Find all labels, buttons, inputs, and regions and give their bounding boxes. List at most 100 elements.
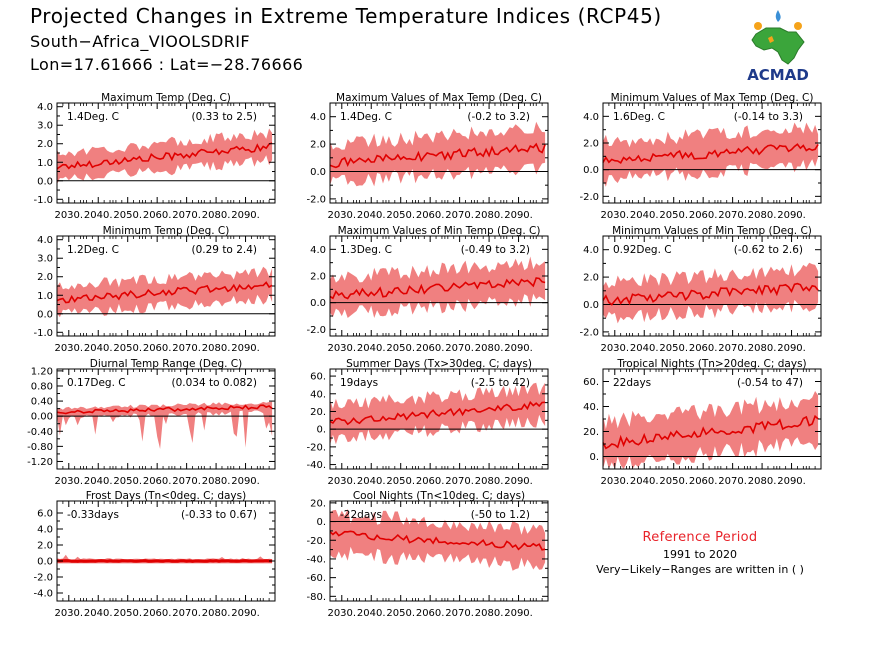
median-line xyxy=(56,281,273,304)
chart-title: Maximum Values of Max Temp (Deg. C) xyxy=(336,92,542,104)
change-value: 1.3Deg. C xyxy=(340,244,392,256)
y-tick-label: 60. xyxy=(310,372,326,383)
x-tick-label: 2040. xyxy=(357,343,386,354)
x-tick-label: 2070. xyxy=(172,343,201,354)
median-line xyxy=(602,143,819,165)
chart-title: Tropical Nights (Tn>20deg. C; days) xyxy=(616,358,806,370)
chart-title: Minimum Values of Max Temp (Deg. C) xyxy=(611,92,814,104)
very-likely-range: (-0.14 to 3.3) xyxy=(734,111,803,123)
plot-frame xyxy=(329,235,549,337)
x-tick-label: 2080. xyxy=(475,343,504,354)
y-tick-label: -1.0 xyxy=(33,195,53,206)
very-likely-range: (-0.54 to 47) xyxy=(737,377,803,389)
y-tick-label: 4.0 xyxy=(37,102,53,113)
x-tick-label: 2040. xyxy=(84,343,113,354)
median-line xyxy=(329,530,546,551)
y-tick-label: 0. xyxy=(316,425,326,436)
median-line xyxy=(56,142,273,170)
change-value: 0.17Deg. C xyxy=(67,377,126,389)
y-tick-label: 4.0 xyxy=(583,245,599,256)
chart-title: Summer Days (Tx>30deg. C; days) xyxy=(346,358,532,370)
very-likely-range: (0.034 to 0.082) xyxy=(171,377,257,389)
x-tick-label: 2050. xyxy=(113,476,142,487)
y-tick-label: -0.40 xyxy=(27,427,53,438)
x-tick-label: 2070. xyxy=(172,608,201,619)
change-value: 1.4Deg. C xyxy=(340,111,392,123)
y-tick-label: -2.0 xyxy=(306,194,326,205)
x-tick-label: 2040. xyxy=(357,476,386,487)
x-tick-label: 2040. xyxy=(630,343,659,354)
y-tick-label: 0.0 xyxy=(37,309,53,320)
x-tick-label: 2060. xyxy=(143,210,172,221)
x-tick-label: 2060. xyxy=(143,343,172,354)
y-tick-label: 0.0 xyxy=(583,300,599,311)
x-tick-label: 2030. xyxy=(600,210,629,221)
y-tick-label: 0.0 xyxy=(583,165,599,176)
x-tick-label: 2070. xyxy=(445,608,474,619)
x-tick-label: 2040. xyxy=(630,210,659,221)
range-band xyxy=(330,382,546,446)
y-tick-label: 1.0 xyxy=(37,158,53,169)
x-tick-label: 2060. xyxy=(689,343,718,354)
x-tick-label: 2030. xyxy=(600,343,629,354)
x-tick-label: 2060. xyxy=(143,476,172,487)
very-likely-range: (-2.5 to 42) xyxy=(471,377,530,389)
x-tick-label: 2040. xyxy=(84,476,113,487)
y-tick-label: -2.0 xyxy=(33,573,53,584)
y-tick-label: -4.0 xyxy=(33,589,53,600)
x-tick-label: 2050. xyxy=(659,476,688,487)
x-tick-label: 2060. xyxy=(689,210,718,221)
median-line xyxy=(56,559,273,563)
x-tick-label: 2090. xyxy=(777,476,806,487)
chart-panel-8: 60.40.20.0.-20.-40.2030. 2040. 2050. 2060. 2… xyxy=(306,358,549,487)
range-band xyxy=(57,401,273,449)
chart-title: Diurnal Temp Range (Deg. C) xyxy=(90,358,242,370)
x-tick-label: 2090. xyxy=(504,608,533,619)
y-tick-label: 20. xyxy=(583,427,599,438)
x-tick-label: 2050. xyxy=(659,210,688,221)
y-tick-label: -20. xyxy=(306,536,326,547)
y-tick-label: 0.40 xyxy=(31,397,53,408)
y-tick-label: -60. xyxy=(306,573,326,584)
range-band xyxy=(603,262,819,324)
plot-frame xyxy=(329,102,549,204)
change-value: 1.6Deg. C xyxy=(613,111,665,123)
y-tick-label: 1.0 xyxy=(37,291,53,302)
very-likely-range: (-0.33 to 0.67) xyxy=(181,509,257,521)
median-line xyxy=(602,414,819,450)
y-tick-label: 2.0 xyxy=(37,541,53,552)
y-tick-label: 40. xyxy=(583,402,599,413)
median-line xyxy=(329,400,546,426)
x-tick-label: 2030. xyxy=(54,343,83,354)
y-tick-label: -1.20 xyxy=(27,457,53,468)
x-tick-label: 2060. xyxy=(416,343,445,354)
x-tick-label: 2070. xyxy=(718,343,747,354)
x-tick-label: 2050. xyxy=(386,210,415,221)
x-tick-label: 2080. xyxy=(202,210,231,221)
x-tick-label: 2070. xyxy=(718,476,747,487)
logo-text: ACMAD xyxy=(747,66,809,84)
location-name: South−Africa_VIOOLSDRIF xyxy=(30,32,251,51)
x-tick-label: 2090. xyxy=(504,476,533,487)
x-tick-label: 2090. xyxy=(777,210,806,221)
y-tick-label: 0.80 xyxy=(31,381,53,392)
x-tick-label: 2090. xyxy=(231,210,260,221)
y-tick-label: -2.0 xyxy=(579,327,599,338)
x-tick-label: 2080. xyxy=(202,608,231,619)
plot-frame xyxy=(329,368,549,470)
x-tick-label: 2030. xyxy=(327,343,356,354)
plot-frame xyxy=(602,102,822,204)
x-tick-label: 2070. xyxy=(172,476,201,487)
y-tick-label: 2.0 xyxy=(37,139,53,150)
x-tick-label: 2090. xyxy=(777,343,806,354)
y-tick-label: 0.00 xyxy=(31,412,53,423)
x-tick-label: 2050. xyxy=(386,343,415,354)
y-tick-label: 2.0 xyxy=(583,273,599,284)
y-tick-label: -0.80 xyxy=(27,442,53,453)
chart-title: Minimum Values of Min Temp (Deg. C) xyxy=(612,225,812,237)
